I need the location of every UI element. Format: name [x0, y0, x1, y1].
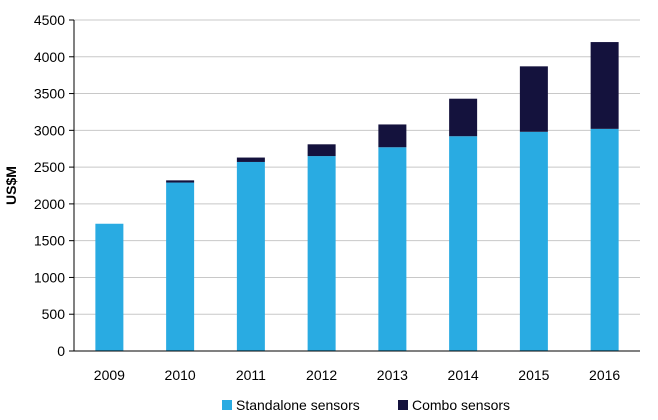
- x-tick-label: 2009: [94, 367, 125, 383]
- y-tick-label: 500: [42, 306, 66, 322]
- x-tick-label: 2013: [377, 367, 408, 383]
- x-tick-label: 2014: [448, 367, 479, 383]
- bar-combo-2013: [378, 124, 407, 148]
- x-tick-label: 2011: [236, 367, 266, 383]
- bar-combo-2015: [519, 66, 548, 132]
- legend-label: Standalone sensors: [236, 397, 360, 413]
- y-tick-label: 1000: [34, 269, 65, 285]
- legend-swatch: [222, 400, 232, 410]
- y-tick-label: 1500: [34, 233, 65, 249]
- bar-standalone-2015: [519, 131, 548, 351]
- bars: [95, 42, 619, 351]
- y-axis-title: US$M: [3, 166, 19, 205]
- gridlines: [74, 19, 640, 315]
- bar-combo-2010: [166, 180, 195, 183]
- y-tick-label: 4500: [34, 12, 65, 28]
- bar-standalone-2016: [590, 128, 619, 351]
- legend: Standalone sensors Combo sensors: [222, 397, 510, 413]
- bar-standalone-2011: [236, 161, 265, 351]
- bar-standalone-2009: [95, 223, 124, 351]
- x-tick-label: 2012: [306, 367, 337, 383]
- bar-combo-2014: [449, 98, 478, 137]
- x-tick-label: 2016: [589, 367, 620, 383]
- axes: [69, 19, 640, 352]
- y-tick-label: 4000: [34, 49, 65, 65]
- bar-standalone-2012: [307, 156, 336, 351]
- y-tick-label: 3000: [34, 122, 65, 138]
- bar-combo-2012: [307, 144, 336, 157]
- y-tick-label: 3500: [34, 86, 65, 102]
- bar-standalone-2014: [449, 136, 478, 351]
- x-tick-label: 2015: [518, 367, 549, 383]
- x-tick-labels: 2009 2010 2011 2012 2013 2014 2015 2016: [94, 367, 621, 383]
- y-tick-label: 0: [57, 343, 65, 359]
- bar-standalone-2013: [378, 147, 407, 351]
- bar-combo-2016: [590, 42, 619, 129]
- bar-standalone-2010: [166, 182, 195, 351]
- legend-swatch: [398, 400, 408, 410]
- y-tick-label: 2000: [34, 196, 65, 212]
- y-tick-label: 2500: [34, 159, 65, 175]
- y-tick-labels: 0 500 1000 1500 2000 2500 3000 3500 4000 4500: [34, 12, 65, 359]
- x-tick-label: 2010: [165, 367, 196, 383]
- bar-combo-2011: [236, 157, 265, 162]
- legend-label: Combo sensors: [412, 397, 510, 413]
